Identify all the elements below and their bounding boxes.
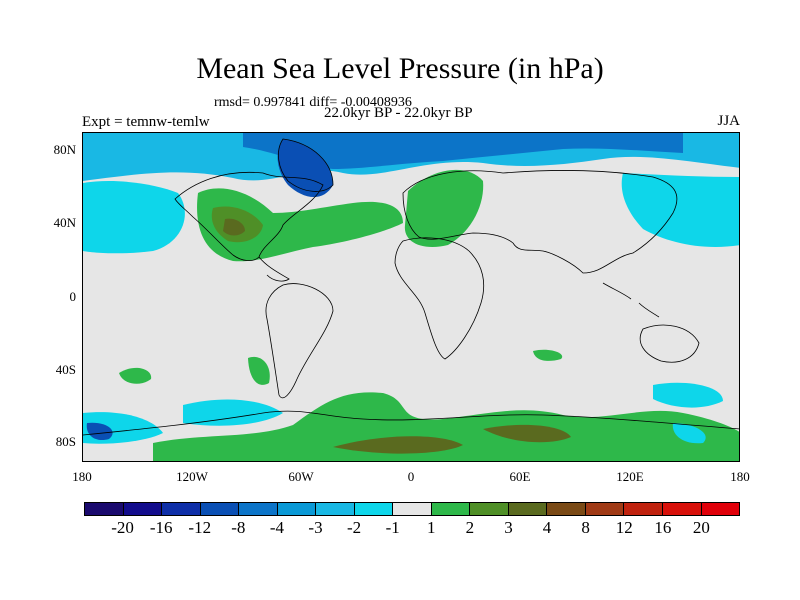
colorbar-label: -8 xyxy=(231,518,246,537)
indian-ocean-high xyxy=(533,349,563,361)
colorbar-label: -4 xyxy=(269,518,285,537)
period-subtitle: 22.0kyr BP - 22.0kyr BP xyxy=(324,105,473,121)
experiment-label: Expt = temnw-temlw xyxy=(82,114,210,130)
colorbar-segment xyxy=(470,503,509,515)
north-america-coast xyxy=(174,171,324,261)
south-pacific-low xyxy=(183,399,283,426)
australia-south-low xyxy=(653,382,723,408)
north-pacific-east-low xyxy=(83,181,185,254)
colorbar-segment xyxy=(624,503,663,515)
world-map xyxy=(82,132,740,462)
south-america-high xyxy=(248,356,270,385)
antarctic-high-band xyxy=(153,392,739,461)
south-pacific-high xyxy=(119,367,152,384)
lat-tick-80s: 80S xyxy=(55,434,76,449)
colorbar-label: 16 xyxy=(654,518,672,537)
colorbar-segment xyxy=(162,503,201,515)
lon-tick-0: 0 xyxy=(407,469,415,484)
lat-tick-40s: 40S xyxy=(55,362,76,377)
antarctica-coast xyxy=(83,410,739,436)
north-pacific-west-low xyxy=(621,173,739,247)
lon-tick-120e: 120E xyxy=(616,469,644,484)
central-america-coast xyxy=(258,256,290,282)
arctic-low-core xyxy=(243,133,683,169)
antarctic-high-core-west xyxy=(333,436,463,454)
colorbar-label: 2 xyxy=(465,518,475,537)
antarctic-high-core-east xyxy=(483,424,571,443)
colorbar-label: -12 xyxy=(188,518,212,537)
lat-tick-80n: 80N xyxy=(53,142,76,157)
coastlines xyxy=(83,138,739,436)
colorbar-label: 1 xyxy=(427,518,436,537)
lon-tick-180w: 180 xyxy=(72,469,92,484)
colorbar-segment xyxy=(508,503,548,515)
lat-tick-40n: 40N xyxy=(53,215,76,230)
lon-tick-60e: 60E xyxy=(509,469,531,484)
colorbar-segment xyxy=(239,503,278,515)
season-label: JJA xyxy=(717,113,740,129)
colorbar-segment xyxy=(547,503,586,515)
colorbar-segment xyxy=(354,503,394,515)
africa-coast xyxy=(394,237,485,360)
colorbar-segment xyxy=(200,503,240,515)
eurasia-coast xyxy=(402,169,678,274)
lon-tick-60w: 60W xyxy=(288,469,314,484)
colorbar-label: -16 xyxy=(149,518,173,537)
colorbar-label: 8 xyxy=(581,518,590,537)
lat-tick-0: 0 xyxy=(69,289,77,304)
colorbar-label: -1 xyxy=(385,518,400,537)
colorbar-label: 4 xyxy=(542,518,552,537)
australia-coast xyxy=(639,324,700,363)
colorbar-segment xyxy=(701,503,740,515)
colorbar-label: -20 xyxy=(111,518,134,537)
colorbar-segment xyxy=(662,503,702,515)
greenland-coast xyxy=(278,138,334,192)
colorbar-label: -2 xyxy=(347,518,362,537)
lon-tick-180e: 180 xyxy=(730,469,750,484)
antarctic-east-low xyxy=(672,423,706,444)
colorbar-segment xyxy=(431,503,471,515)
map-title: Mean Sea Level Pressure (in hPa) xyxy=(196,52,604,85)
europe-high xyxy=(404,169,484,247)
south-america-coast xyxy=(265,283,334,399)
north-america-high-peak xyxy=(223,218,245,236)
lon-tick-120w: 120W xyxy=(176,469,208,484)
colorbar xyxy=(84,502,740,516)
map-svg xyxy=(83,133,739,461)
colorbar-segment xyxy=(85,503,124,515)
colorbar-segment xyxy=(585,503,625,515)
north-america-high xyxy=(197,188,403,262)
colorbar-segment xyxy=(393,503,432,515)
south-pacific-deep-low xyxy=(86,422,113,441)
colorbar-segment xyxy=(277,503,317,515)
stats-subtitle: rmsd= 0.997841 diff= -0.00408936 xyxy=(214,95,412,110)
colorbar-label: 3 xyxy=(504,518,513,537)
colorbar-segment xyxy=(316,503,355,515)
colorbar-label: 20 xyxy=(692,518,710,537)
colorbar-label: -3 xyxy=(308,518,323,537)
colorbar-segment xyxy=(123,503,163,515)
maritime-continent-coast xyxy=(602,282,660,318)
colorbar-label: 12 xyxy=(615,518,633,537)
